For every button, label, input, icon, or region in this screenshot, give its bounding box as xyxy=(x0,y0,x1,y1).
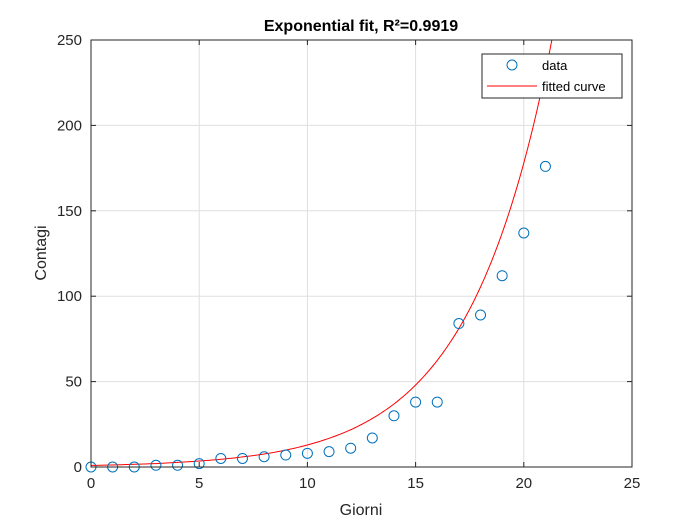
data-point xyxy=(539,160,551,172)
data-point xyxy=(388,410,400,422)
data-point xyxy=(280,449,292,461)
y-tick-label: 250 xyxy=(57,32,82,49)
legend-box xyxy=(481,53,623,99)
x-tick-label: 25 xyxy=(624,475,641,492)
data-point xyxy=(366,432,378,444)
data-point xyxy=(323,446,335,458)
chart-title: Exponential fit, R²=0.9919 xyxy=(264,18,458,35)
fitted-curve-line xyxy=(91,40,553,466)
data-point xyxy=(258,451,270,463)
y-tick-label: 150 xyxy=(57,203,82,220)
y-tick-label: 0 xyxy=(74,459,82,476)
data-point xyxy=(215,452,227,464)
x-tick-label: 20 xyxy=(515,475,532,492)
data-point xyxy=(453,318,465,330)
data-point xyxy=(301,447,313,459)
data-point xyxy=(150,459,162,471)
data-point xyxy=(431,396,443,408)
data-point xyxy=(475,309,487,321)
legend-data-marker xyxy=(506,59,518,71)
y-tick-label: 200 xyxy=(57,117,82,134)
grid xyxy=(91,40,632,467)
data-point xyxy=(518,227,530,239)
legend: data fitted curve xyxy=(481,53,623,99)
data-point xyxy=(496,270,508,282)
data-point xyxy=(172,459,184,471)
x-tick-label: 10 xyxy=(299,475,316,492)
legend-data-label: data xyxy=(542,58,568,73)
data-point xyxy=(345,442,357,454)
data-markers-layer xyxy=(85,160,551,473)
y-axis-label: Contagi xyxy=(33,225,50,280)
x-tick-label: 15 xyxy=(407,475,424,492)
data-point xyxy=(410,396,422,408)
data-point xyxy=(236,452,248,464)
y-tick-label: 50 xyxy=(65,374,82,391)
fitted-curve-layer xyxy=(91,40,553,466)
y-tick-label: 100 xyxy=(57,288,82,305)
data-point xyxy=(193,458,205,470)
axes-box xyxy=(90,39,633,468)
legend-fit-label: fitted curve xyxy=(542,79,606,94)
x-tick-label: 5 xyxy=(195,475,203,492)
x-tick-label: 0 xyxy=(87,475,95,492)
x-axis-label: Giorni xyxy=(340,502,383,519)
axes-background xyxy=(91,40,632,467)
